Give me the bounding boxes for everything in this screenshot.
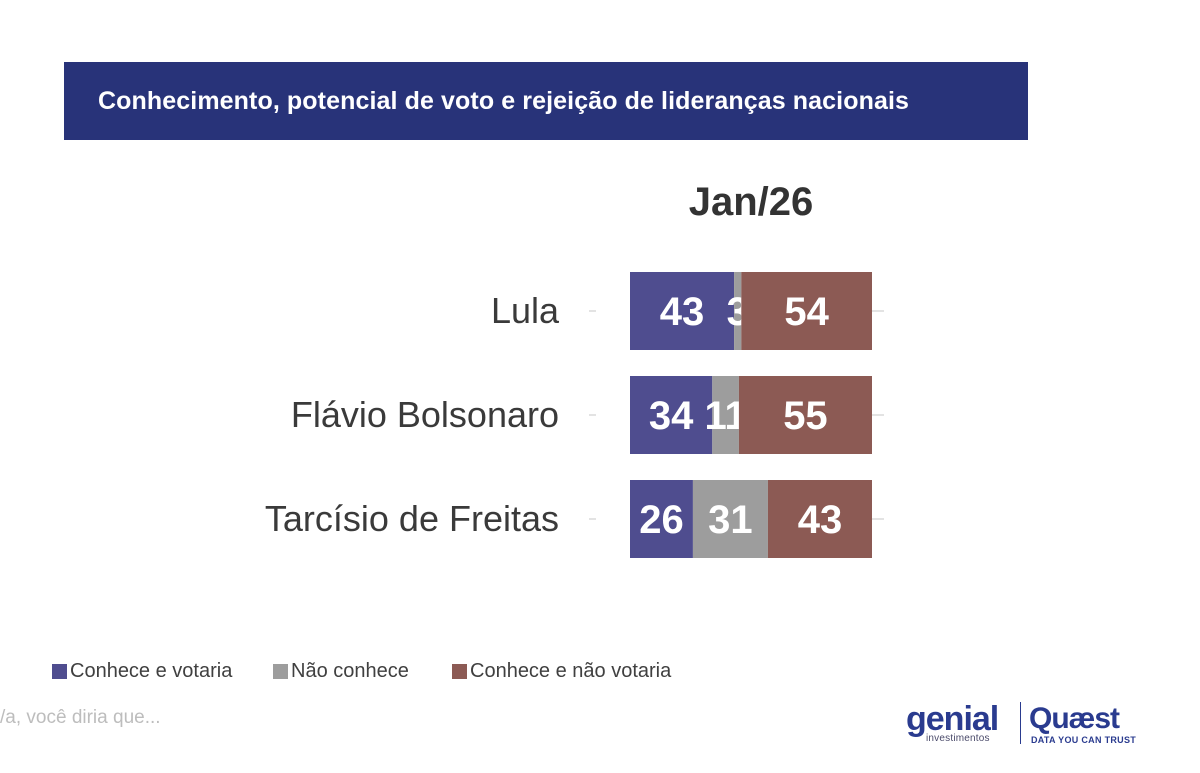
bar-value-label: 43	[660, 290, 705, 334]
legend-label: Conhece e votaria	[70, 660, 233, 682]
genial-logo: genial investimentos	[906, 702, 1014, 748]
category-label: Lula	[491, 290, 560, 331]
bar-segment	[630, 376, 713, 454]
bar-segment	[767, 480, 872, 558]
bar-value-label: 54	[784, 290, 829, 334]
bar-segment	[712, 376, 739, 454]
bar-segment	[630, 480, 693, 558]
quaest-logo-word: Quæst	[1029, 702, 1120, 735]
legend-item-conhece-votaria: Conhece e votaria	[52, 660, 232, 683]
legend-swatch	[52, 664, 67, 679]
legend-swatch	[452, 664, 467, 679]
bar-segment	[738, 376, 872, 454]
chart-title-bar: Conhecimento, potencial de voto e rejeiç…	[64, 62, 1028, 140]
bar-value-label: 26	[639, 498, 684, 542]
bar-value-label: 55	[783, 394, 828, 438]
legend-item-conhece-nao-votaria: Conhece e não votaria	[452, 660, 671, 683]
quaest-logo-sub: DATA YOU CAN TRUST	[1031, 735, 1137, 745]
logos: genial investimentos Quæst DATA YOU CAN …	[906, 702, 1139, 750]
category-label: Tarcísio de Freitas	[265, 498, 559, 539]
bar-value-label: 43	[798, 498, 843, 542]
chart-title: Conhecimento, potencial de voto e rejeiç…	[98, 86, 910, 115]
bar-segment	[734, 272, 742, 350]
legend-label: Conhece e não votaria	[470, 660, 672, 682]
quaest-logo: Quæst DATA YOU CAN TRUST	[1029, 702, 1139, 748]
bar-segment	[741, 272, 872, 350]
legend-label: Não conhece	[291, 660, 409, 682]
genial-logo-word: genial	[906, 700, 999, 738]
category-label: Flávio Bolsonaro	[291, 394, 559, 435]
period-label: Jan/26	[688, 180, 814, 224]
bar-value-label: 34	[649, 394, 694, 438]
footer-note: /a, você diria que...	[0, 707, 161, 728]
genial-logo-sub: investimentos	[926, 733, 990, 744]
legend-swatch	[273, 664, 288, 679]
logo-divider	[1020, 702, 1021, 744]
legend-item-nao-conhece: Não conhece	[273, 660, 409, 683]
bar-value-label: 31	[708, 498, 753, 542]
bar-segment	[630, 272, 735, 350]
bar-segment	[692, 480, 768, 558]
